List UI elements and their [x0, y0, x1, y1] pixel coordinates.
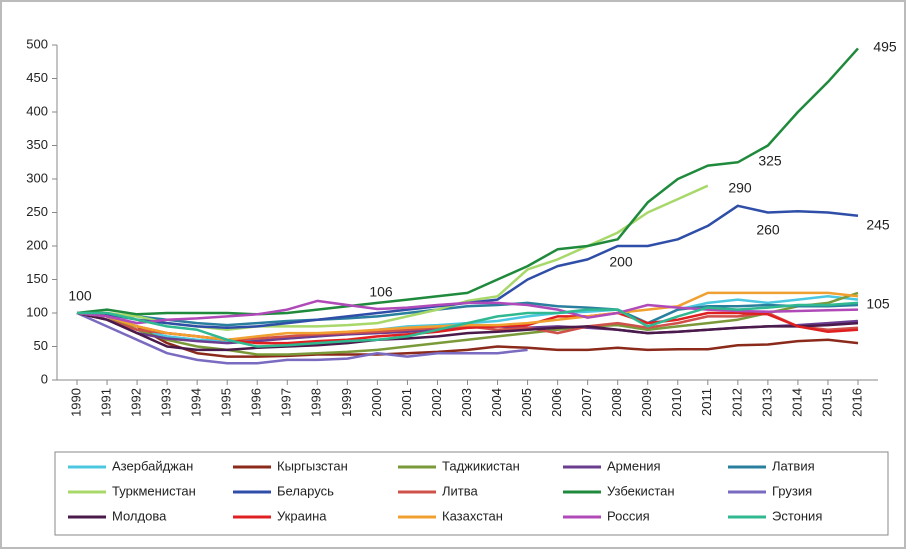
- x-tick-label: 2005: [519, 388, 534, 417]
- y-tick-label: 450: [26, 70, 48, 85]
- x-tick-label: 1993: [159, 388, 174, 417]
- annotation: 106: [369, 284, 393, 300]
- x-tick-label: 2001: [399, 388, 414, 417]
- y-tick-label: 250: [26, 204, 48, 219]
- x-tick-label: 1995: [219, 388, 234, 417]
- x-tick-label: 2014: [789, 388, 804, 417]
- series-line: [76, 291, 859, 356]
- series-line: [76, 291, 859, 342]
- x-tick-label: 2003: [459, 388, 474, 417]
- series-line: [76, 311, 859, 358]
- y-tick-label: 300: [26, 170, 48, 185]
- legend-label: Казахстан: [442, 508, 503, 523]
- x-tick-label: 2010: [669, 388, 684, 417]
- legend-label: Молдова: [112, 508, 167, 523]
- x-tick-label: 2013: [759, 388, 774, 417]
- x-tick-label: 1999: [339, 388, 354, 417]
- series-line: [76, 47, 859, 316]
- legend-label: Беларусь: [277, 483, 334, 498]
- annotation: 290: [728, 180, 752, 196]
- x-tick-label: 2002: [429, 388, 444, 417]
- legend-label: Латвия: [772, 458, 815, 473]
- x-tick-label: 1992: [129, 388, 144, 417]
- annotation: 100: [68, 288, 92, 304]
- y-tick-label: 500: [26, 36, 48, 51]
- x-tick-label: 2012: [729, 388, 744, 417]
- legend-label: Таджикистан: [442, 458, 520, 473]
- legend-label: Кыргызстан: [277, 458, 348, 473]
- annotation: 200: [609, 254, 633, 270]
- y-tick-label: 400: [26, 103, 48, 118]
- legend-label: Туркменистан: [112, 483, 196, 498]
- x-tick-label: 1996: [249, 388, 264, 417]
- x-tick-label: 1994: [189, 388, 204, 417]
- y-tick-label: 200: [26, 237, 48, 252]
- x-tick-label: 2000: [369, 388, 384, 417]
- y-tick-label: 350: [26, 137, 48, 152]
- x-tick-label: 1991: [98, 388, 113, 417]
- x-tick-label: 1997: [279, 388, 294, 417]
- legend-label: Россия: [607, 508, 650, 523]
- legend-label: Азербайджан: [112, 458, 193, 473]
- y-tick-label: 50: [34, 338, 48, 353]
- annotation: 260: [756, 222, 780, 238]
- x-tick-label: 2016: [849, 388, 864, 417]
- series-line: [77, 301, 859, 348]
- x-tick-label: 2015: [819, 388, 834, 417]
- legend-label: Армения: [607, 458, 661, 473]
- x-tick-label: 2004: [489, 388, 504, 417]
- legend-label: Узбекистан: [607, 483, 675, 498]
- x-tick-label: 2011: [699, 388, 714, 416]
- legend-label: Литва: [442, 483, 479, 498]
- y-tick-label: 150: [26, 271, 48, 286]
- annotation: 325: [758, 153, 782, 169]
- series-line: [76, 311, 528, 365]
- series-line: [76, 299, 859, 325]
- annotation: 245: [866, 217, 890, 233]
- annotation: 495: [873, 39, 897, 55]
- legend-label: Украина: [277, 508, 327, 523]
- annotation: 105: [866, 296, 890, 312]
- series-line: [76, 311, 859, 352]
- x-tick-label: 2006: [549, 388, 564, 417]
- legend-label: Эстония: [772, 508, 822, 523]
- x-tick-label: 2009: [639, 388, 654, 417]
- y-tick-label: 0: [41, 371, 48, 386]
- x-tick-label: 1998: [309, 388, 324, 417]
- series-line: [76, 301, 859, 327]
- x-tick-label: 2007: [579, 388, 594, 417]
- legend-label: Грузия: [772, 483, 812, 498]
- x-tick-label: 2008: [609, 388, 624, 417]
- y-tick-label: 100: [26, 304, 48, 319]
- x-tick-label: 1990: [68, 388, 83, 417]
